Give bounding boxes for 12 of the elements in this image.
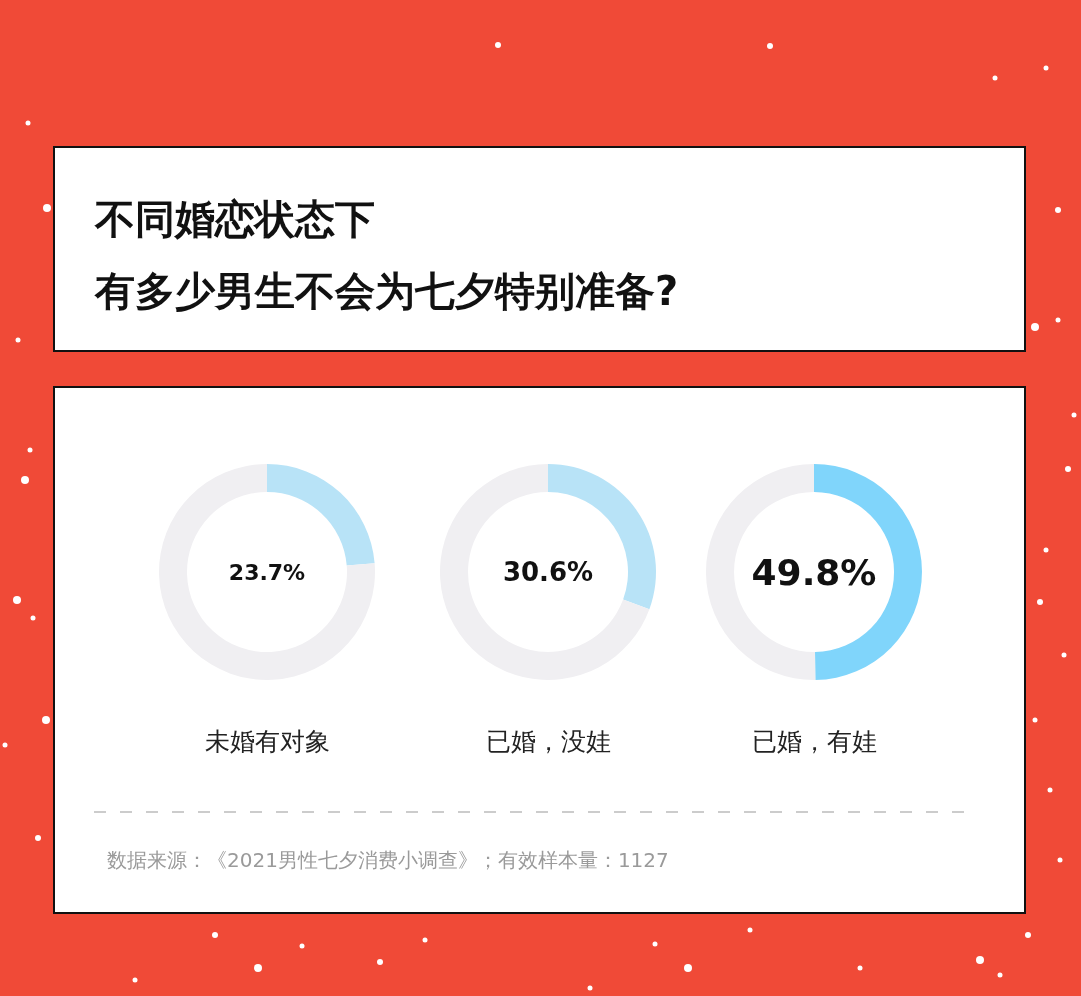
data-label: 49.8% <box>751 551 877 593</box>
text: 未婚有对象 <box>204 727 330 756</box>
donut-slice <box>159 464 375 680</box>
source-note: 数据来源：《2021男性七夕消费小调查》；有效样本量：1127 <box>107 848 669 872</box>
donut-slice <box>267 464 375 566</box>
data-label: 23.7% <box>228 559 306 585</box>
donut-slice <box>440 464 650 680</box>
text: 不同婚恋状态下 <box>94 196 375 242</box>
data-label: 30.6% <box>502 557 594 587</box>
text: 已婚，没娃 <box>485 727 611 756</box>
text: 已婚，有娃 <box>751 727 877 756</box>
text: 有多少男生不会为七夕特别准备? <box>94 268 679 314</box>
